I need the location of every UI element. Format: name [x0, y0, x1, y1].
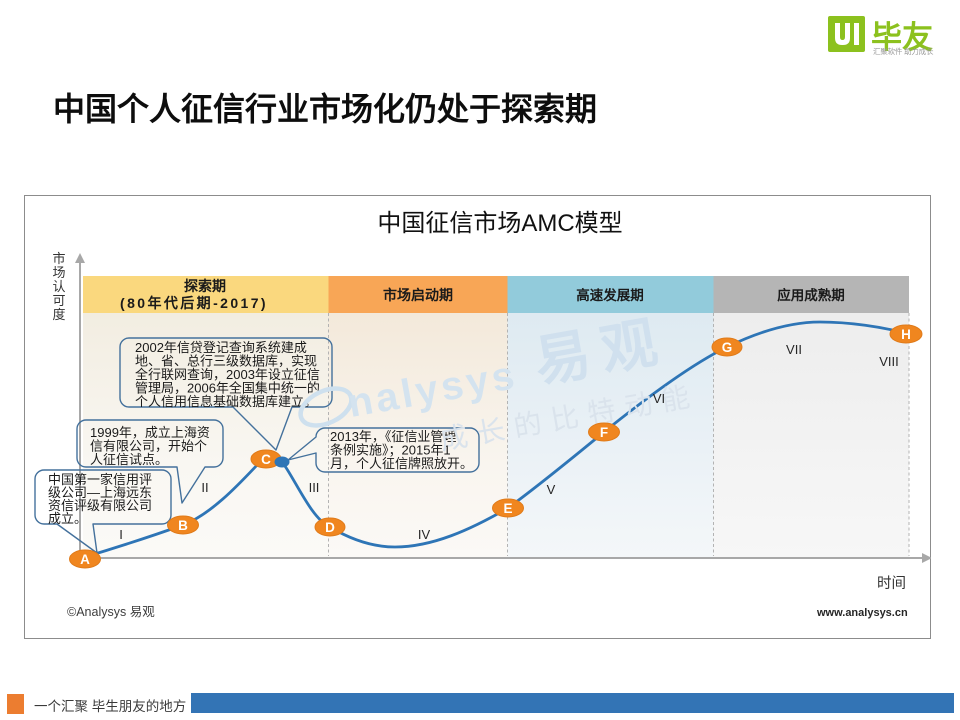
- svg-text:B: B: [178, 518, 188, 533]
- svg-text:中国征信市场AMC模型: 中国征信市场AMC模型: [377, 210, 622, 237]
- svg-text:F: F: [600, 425, 608, 440]
- svg-text:地、省、总行三级数据库，实现: 地、省、总行三级数据库，实现: [135, 354, 317, 369]
- svg-text:www.analysys.cn: www.analysys.cn: [816, 607, 908, 619]
- svg-text:人征信试点。: 人征信试点。: [90, 452, 168, 467]
- svg-text:1999年，成立上海资: 1999年，成立上海资: [90, 425, 210, 440]
- svg-text:A: A: [80, 552, 90, 567]
- svg-text:C: C: [261, 452, 271, 467]
- svg-text:©Analysys 易观: ©Analysys 易观: [67, 605, 155, 619]
- svg-text:E: E: [503, 501, 512, 516]
- svg-text:条例实施》；2015年1: 条例实施》；2015年1: [330, 443, 451, 459]
- svg-text:中国第一家信用评: 中国第一家信用评: [48, 472, 152, 487]
- svg-text:应用成熟期: 应用成熟期: [777, 287, 845, 303]
- svg-text:时间: 时间: [877, 575, 906, 592]
- svg-text:场: 场: [52, 265, 65, 280]
- svg-text:个人信用信息基础数据库建立。: 个人信用信息基础数据库建立。: [135, 394, 317, 409]
- svg-text:认: 认: [52, 279, 65, 294]
- svg-text:II: II: [201, 480, 208, 495]
- svg-text:级公司—上海远东: 级公司—上海远东: [48, 485, 152, 500]
- svg-text:2013年，《征信业管理: 2013年，《征信业管理: [330, 429, 456, 444]
- svg-text:管理局，2006年全国集中统一的: 管理局，2006年全国集中统一的: [135, 381, 320, 396]
- svg-text:可: 可: [52, 293, 65, 308]
- svg-text:V: V: [547, 482, 556, 497]
- svg-text:高速发展期: 高速发展期: [576, 287, 644, 303]
- svg-text:度: 度: [52, 307, 65, 322]
- svg-text:2002年信贷登记查询系统建成: 2002年信贷登记查询系统建成: [135, 340, 307, 355]
- svg-text:VIII: VIII: [879, 354, 899, 369]
- svg-text:H: H: [901, 327, 911, 342]
- svg-text:I: I: [119, 527, 123, 542]
- svg-text:资信评级有限公司: 资信评级有限公司: [48, 498, 152, 513]
- svg-text:信有限公司，开始个: 信有限公司，开始个: [90, 439, 207, 454]
- svg-text:IV: IV: [418, 527, 431, 542]
- svg-text:G: G: [722, 340, 733, 355]
- svg-text:市场启动期: 市场启动期: [383, 287, 453, 303]
- svg-text:探索期: 探索期: [184, 278, 226, 294]
- svg-text:(80年代后期-2017): (80年代后期-2017): [120, 295, 268, 311]
- svg-text:市: 市: [52, 251, 65, 266]
- svg-text:成立。: 成立。: [48, 511, 87, 526]
- svg-text:D: D: [325, 520, 335, 535]
- svg-text:VII: VII: [786, 342, 802, 357]
- svg-text:全行联网查询，2003年设立征信: 全行联网查询，2003年设立征信: [135, 367, 320, 382]
- svg-text:III: III: [309, 480, 320, 495]
- svg-text:月，个人征信牌照放开。: 月，个人征信牌照放开。: [330, 456, 473, 471]
- svg-text:VI: VI: [653, 391, 665, 406]
